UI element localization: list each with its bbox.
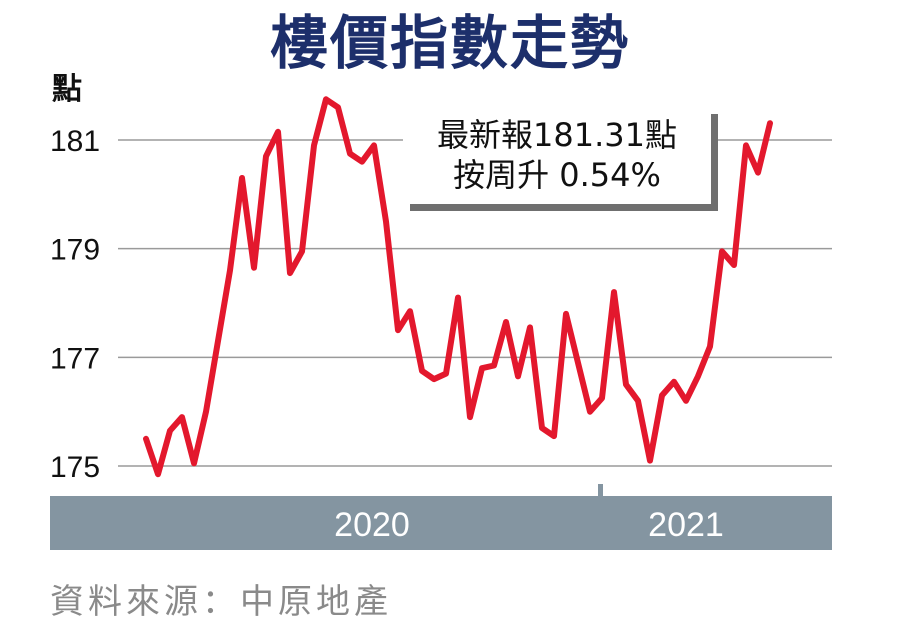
- year-divider-tick: [598, 484, 603, 498]
- y-tick-label-177: 177: [50, 342, 100, 375]
- callout-weekly-change: 按周升 0.54%: [453, 156, 661, 194]
- y-tick-label-175: 175: [50, 451, 100, 484]
- chart-title: 樓價指數走勢: [269, 9, 630, 77]
- x-period-label-2021: 2021: [648, 506, 724, 544]
- callout-latest-value: 最新報181.31點: [437, 116, 677, 154]
- y-tick-label-181: 181: [50, 125, 100, 158]
- x-axis-period-bar: [50, 496, 832, 550]
- x-period-label-2020: 2020: [334, 506, 410, 544]
- y-axis-unit-label: 點: [52, 72, 82, 107]
- source-note: 資料來源：中原地產: [50, 582, 392, 622]
- y-tick-label-179: 179: [50, 234, 100, 267]
- latest-value-callout: 最新報181.31點 按周升 0.54%: [403, 107, 711, 204]
- price-index-line: [143, 96, 773, 478]
